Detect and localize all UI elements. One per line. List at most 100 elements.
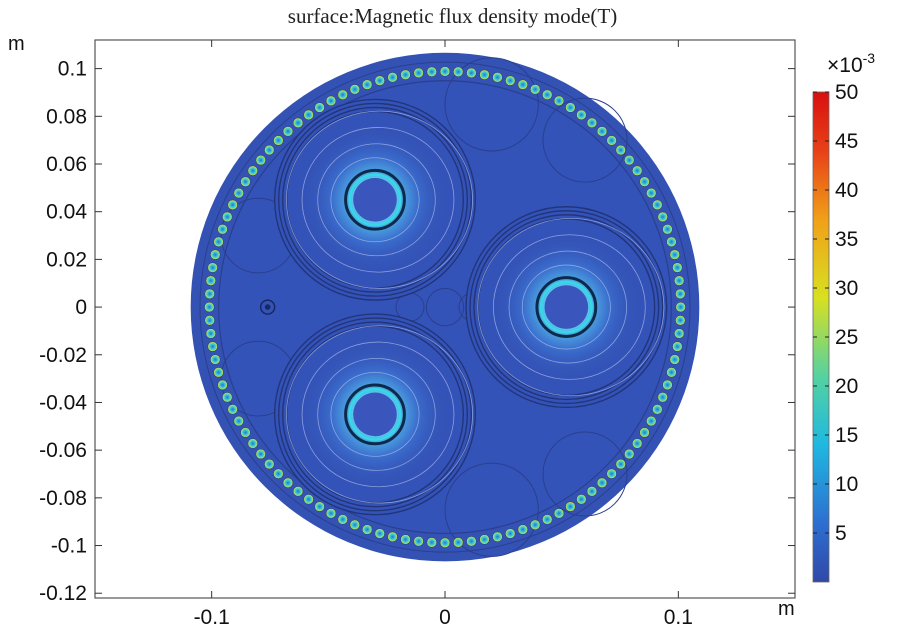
armor-wire bbox=[207, 341, 218, 352]
y-tick-label: -0.08 bbox=[39, 487, 87, 510]
armor-wire bbox=[255, 448, 266, 460]
armor-wire bbox=[479, 69, 490, 80]
armor-wire bbox=[227, 199, 238, 210]
armor-wire bbox=[586, 117, 598, 128]
armor-wire bbox=[374, 75, 385, 86]
armor-wire bbox=[400, 69, 411, 80]
core-screen-ring bbox=[473, 214, 660, 401]
armor-wire bbox=[273, 135, 284, 146]
armor-wire bbox=[325, 95, 337, 106]
field-line bbox=[508, 250, 628, 364]
armor-wire bbox=[632, 438, 643, 449]
armor-wire bbox=[325, 508, 337, 519]
armor-wires bbox=[204, 66, 686, 548]
armor-wire bbox=[227, 404, 238, 415]
core-conductor-edge bbox=[348, 387, 402, 441]
armor-wire bbox=[210, 249, 221, 260]
core-screen-ring bbox=[281, 321, 469, 508]
armor-wire bbox=[362, 79, 373, 90]
armor-wire bbox=[675, 315, 686, 326]
field-line bbox=[477, 218, 665, 397]
y-axis-unit: m bbox=[8, 33, 25, 55]
field-line bbox=[330, 371, 420, 457]
armor-wire bbox=[413, 536, 424, 547]
field-line bbox=[521, 264, 611, 350]
armor-wire bbox=[247, 165, 258, 176]
armor-wire bbox=[674, 328, 685, 339]
colorbar-tick-label: 40 bbox=[835, 179, 858, 202]
field-line bbox=[317, 143, 436, 257]
armor-wire bbox=[453, 66, 464, 77]
core-screen-ring bbox=[277, 317, 473, 512]
colorbar-tick-label: 15 bbox=[835, 424, 858, 447]
armor-wire bbox=[222, 392, 233, 403]
armor-wire bbox=[652, 199, 663, 210]
core-conductor bbox=[544, 285, 589, 329]
colorbar-tick-label: 50 bbox=[835, 81, 858, 104]
core-conductor bbox=[353, 392, 397, 437]
field-line bbox=[301, 341, 455, 488]
colorbar-tick-label: 25 bbox=[835, 326, 858, 349]
core-conductor-edge bbox=[348, 173, 402, 227]
core-conductor-ring bbox=[535, 276, 598, 338]
armor-wire bbox=[292, 486, 304, 497]
armor-wire bbox=[240, 427, 251, 438]
armor-wire bbox=[646, 187, 657, 199]
colorbar-tick-label: 30 bbox=[835, 277, 858, 300]
armor-wire bbox=[264, 144, 275, 156]
y-tick-label: 0 bbox=[75, 296, 87, 319]
armor-wire bbox=[530, 519, 541, 530]
armor-wire bbox=[657, 392, 668, 403]
armor-outer-boundary bbox=[199, 61, 691, 553]
armor-wire bbox=[213, 367, 224, 378]
armor-wire bbox=[606, 135, 617, 146]
armor-wire bbox=[213, 236, 224, 247]
core-screen-ring bbox=[273, 98, 477, 301]
armor-wire bbox=[217, 379, 228, 391]
field-line bbox=[330, 157, 420, 243]
chart-title: surface:Magnetic flux density mode(T) bbox=[287, 4, 618, 28]
filler-outline bbox=[444, 462, 539, 557]
armor-wire bbox=[205, 275, 216, 286]
core-screen-ring bbox=[469, 210, 664, 405]
armor-wire bbox=[439, 66, 451, 77]
colorbar: ×10-3 5 10 15 20 25 30 35 40 45 50 bbox=[812, 50, 875, 583]
armor-wire bbox=[672, 262, 683, 273]
armor-wire bbox=[586, 486, 598, 497]
armor-wire bbox=[576, 494, 587, 505]
core-screen-ring bbox=[465, 206, 668, 409]
armor-wire bbox=[675, 301, 686, 313]
y-tick-label: 0.04 bbox=[46, 201, 87, 224]
armor-wire bbox=[662, 379, 673, 391]
armor-wire bbox=[615, 144, 626, 156]
colorbar-tick-label: 10 bbox=[835, 473, 858, 496]
armor-wire bbox=[204, 301, 215, 313]
armor-wire bbox=[517, 524, 528, 535]
armor-wire bbox=[672, 341, 683, 352]
y-tick-label: 0.02 bbox=[46, 248, 87, 271]
armor-wire bbox=[652, 404, 663, 415]
armor-wire bbox=[314, 501, 325, 512]
armor-wire bbox=[282, 126, 294, 137]
armor-wire bbox=[303, 494, 314, 505]
armor-wire bbox=[337, 89, 348, 100]
armor-wire bbox=[314, 102, 325, 113]
armor-wire bbox=[264, 458, 275, 470]
armor-wire bbox=[669, 354, 680, 365]
armor-wire bbox=[233, 415, 244, 427]
x-tick-label: 0 bbox=[439, 606, 451, 629]
armor-wire bbox=[657, 211, 668, 223]
armor-wire bbox=[606, 468, 617, 479]
y-tick-label: 0.08 bbox=[46, 105, 87, 128]
armor-wire bbox=[217, 224, 228, 235]
armor-wire bbox=[466, 536, 477, 547]
x-axis-unit: m bbox=[778, 598, 795, 620]
core-screen-ring bbox=[277, 102, 473, 297]
armor-wire bbox=[492, 531, 503, 542]
armor-wire bbox=[273, 468, 284, 479]
x-tick-label: -0.1 bbox=[194, 606, 230, 629]
armor-wire bbox=[205, 328, 216, 339]
core-screen-ring bbox=[273, 313, 477, 516]
armor-wire bbox=[426, 66, 437, 77]
cable-cross-section bbox=[190, 52, 700, 562]
